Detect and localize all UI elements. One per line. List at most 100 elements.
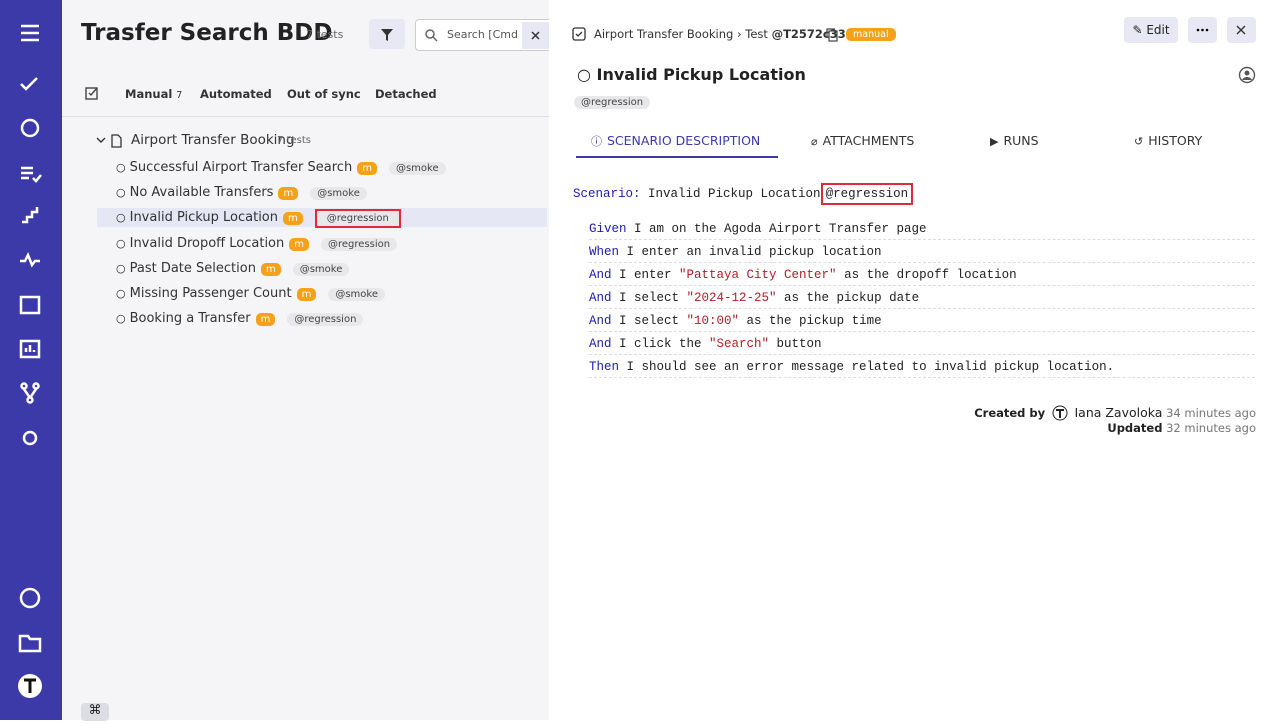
search-placeholder: Search [Cmd + <box>447 28 531 41</box>
shortcut-icon[interactable]: ⌘ <box>81 703 109 721</box>
filter-tab-label: Automated <box>200 87 272 101</box>
edit-button[interactable]: ✎ Edit <box>1124 17 1178 43</box>
test-status-icon: ○ <box>116 261 126 275</box>
step: When I enter an invalid pickup location <box>589 242 1255 263</box>
test-status-icon: ○ <box>116 161 126 174</box>
tab-label: HISTORY <box>1148 133 1203 148</box>
test-badge: m <box>260 262 281 276</box>
test-list-panel: Trasfer Search BDD 7 tests Search [Cmd +… <box>62 0 557 721</box>
select-icon[interactable] <box>84 85 100 101</box>
test-row[interactable]: ○ Invalid Dropoff Location m @regression <box>97 234 547 253</box>
filter-button[interactable] <box>369 19 405 49</box>
step: And I select "10:00" as the pickup time <box>589 311 1255 332</box>
sidebar-icons <box>18 24 42 698</box>
step-text: as the dropoff location <box>836 268 1017 282</box>
test-count: 7 tests <box>306 28 344 41</box>
step-keyword: And <box>589 314 612 328</box>
step: And I enter "Pattaya City Center" as the … <box>589 265 1255 286</box>
created-info: Created by Iana Zavoloka 34 minutes ago … <box>974 405 1256 435</box>
test-badge: m <box>296 288 317 301</box>
test-tag: @regression <box>574 96 651 109</box>
suite-icons <box>96 134 122 148</box>
step-text: button <box>769 337 822 351</box>
test-status-icon: ○ <box>116 186 126 200</box>
step-text: I enter <box>619 268 680 282</box>
step-text: I click the <box>619 337 710 351</box>
test-badge: m <box>278 187 299 201</box>
test-row[interactable]: ○ Invalid Pickup Location m @regression <box>97 208 547 229</box>
step-keyword: Given <box>589 222 627 236</box>
test-row[interactable]: ○ Successful Airport Transfer Search m @smo… <box>97 158 547 177</box>
active-tab-underline <box>576 156 778 158</box>
test-title: Missing Passenger Count <box>129 286 292 301</box>
tab-label: ATTACHMENTS <box>822 133 915 148</box>
test-tag: @smoke <box>388 162 446 175</box>
filter-tab[interactable]: Detached <box>375 87 437 101</box>
test-status-icon: ○ <box>116 287 126 300</box>
step-text: as the pickup time <box>739 314 882 328</box>
step: And I select "2024-12-25" as the pickup d… <box>589 288 1255 309</box>
filter-tab[interactable]: Out of sync <box>287 87 361 101</box>
suite-name[interactable]: Airport Transfer Booking <box>131 132 295 148</box>
test-badge: m <box>357 162 377 175</box>
copy-icon[interactable] <box>825 27 839 43</box>
test-title: No Available Transfers <box>129 185 274 201</box>
test-row[interactable]: ○ Booking a Transfer m @regression <box>97 309 547 328</box>
scenario-line: Scenario: Invalid Pickup Location @regres… <box>573 183 914 205</box>
divider <box>62 116 549 117</box>
detail-tab[interactable]: ⓘ SCENARIO DESCRIPTION <box>591 133 760 149</box>
more-button[interactable] <box>1188 17 1217 43</box>
breadcrumb-suite[interactable]: Airport Transfer Booking <box>594 27 734 41</box>
test-row[interactable]: ○ No Available Transfers m @smoke <box>97 183 547 202</box>
test-title: Invalid Pickup Location <box>129 210 278 226</box>
test-badge: m <box>289 237 310 251</box>
test-title: Invalid Dropoff Location <box>129 235 285 251</box>
step: Given I am on the Agoda Airport Transfer … <box>589 219 1255 240</box>
step-text: "Pattaya City Center" <box>679 268 837 282</box>
test-tag: @regression <box>321 237 398 251</box>
test-prefix: Test <box>745 27 768 41</box>
step-text: I enter an invalid pickup location <box>626 245 882 259</box>
step: And I click the "Search" button <box>589 334 1255 355</box>
filter-tab-count: 7 <box>176 90 183 101</box>
close-search[interactable] <box>522 22 549 49</box>
test-title-text: Invalid Pickup Location <box>596 65 806 84</box>
detail-tab[interactable]: ↺ HISTORY <box>1134 133 1202 148</box>
test-detail-panel: Airport Transfer Booking › Test @T2572c3… <box>549 0 1280 720</box>
test-badge: m <box>283 212 303 226</box>
test-icon <box>572 27 586 41</box>
test-tag: @smoke <box>328 288 385 301</box>
test-title: Booking a Transfer <box>129 311 251 327</box>
step-keyword: And <box>589 291 612 305</box>
test-title: Successful Airport Transfer Search <box>129 160 353 175</box>
assignee-icon[interactable] <box>1238 66 1256 84</box>
edit-label: Edit <box>1146 23 1170 37</box>
test-title: Past Date Selection <box>129 260 256 276</box>
status-badge: manual <box>846 28 896 41</box>
author-avatar <box>1052 405 1068 421</box>
step-text: as the pickup date <box>776 291 920 305</box>
close-button[interactable] <box>1227 17 1256 43</box>
step-text: I select <box>619 314 687 328</box>
test-row[interactable]: ○ Past Date Selection m @smoke <box>97 259 547 278</box>
step-text: I should see an error message related to… <box>626 360 1115 374</box>
tab-icon: ⌀ <box>811 135 818 148</box>
filter-tab-label: Manual <box>125 87 173 101</box>
test-tag: @regression <box>287 313 364 327</box>
tab-label: RUNS <box>1003 133 1039 148</box>
detail-tab[interactable]: ⌀ ATTACHMENTS <box>811 133 914 148</box>
filter-tab[interactable]: Manual 7 <box>125 87 182 101</box>
filter-tab-label: Out of sync <box>287 87 361 101</box>
test-tag: @smoke <box>292 262 350 276</box>
filter-tab[interactable]: Automated <box>200 87 272 101</box>
page-title: Trasfer Search BDD <box>81 20 333 46</box>
step: Then I should see an error message relate… <box>589 357 1255 378</box>
tab-icon: ↺ <box>1134 135 1144 148</box>
updated-ago: 32 minutes ago <box>1166 421 1256 435</box>
detail-tab[interactable]: ▶ RUNS <box>990 133 1039 148</box>
test-row[interactable]: ○ Missing Passenger Count m @smoke <box>97 284 547 303</box>
step-text: "2024-12-25" <box>686 291 777 305</box>
step-text: "Search" <box>709 337 770 351</box>
author: Iana Zavoloka <box>1074 405 1163 420</box>
scenario-tag: @regression <box>820 183 914 205</box>
